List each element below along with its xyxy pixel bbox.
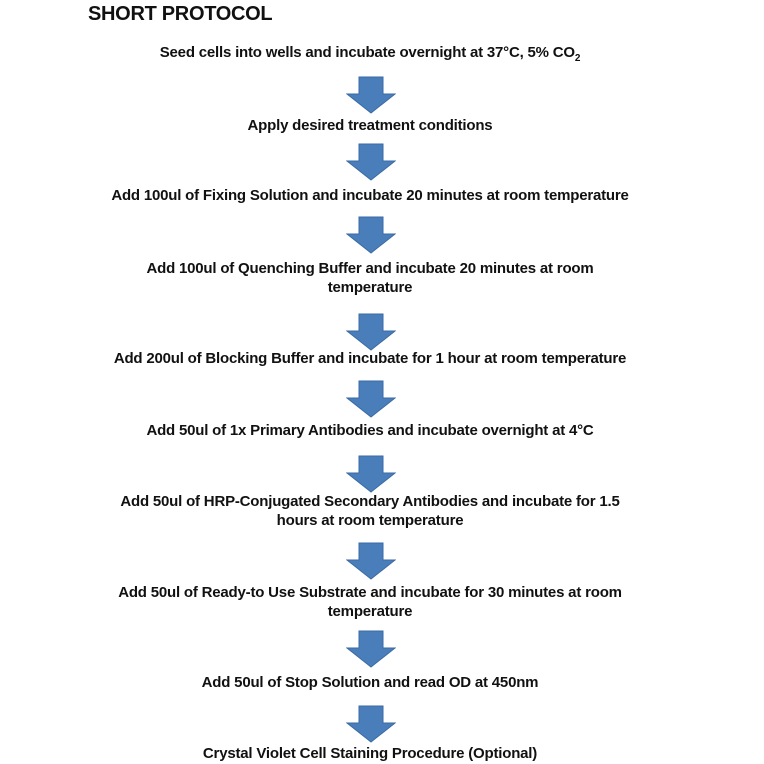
step-1-text: Seed cells into wells and incubate overn… [159,44,575,61]
step-2: Apply desired treatment conditions [0,116,740,135]
step-line: Add 50ul of Stop Solution and read OD at… [201,674,539,691]
step-5: Add 200ul of Blocking Buffer and incubat… [0,349,740,368]
step-line: temperature [327,603,413,620]
down-arrow-icon [346,143,396,181]
down-arrow-icon [346,542,396,580]
step-1: Seed cells into wells and incubate overn… [0,43,740,68]
step-line: Crystal Violet Cell Staining Procedure (… [202,745,538,762]
page-title: SHORT PROTOCOL [88,3,273,25]
step-9: Add 50ul of Stop Solution and read OD at… [0,673,740,692]
down-arrow-icon [346,216,396,254]
step-4: Add 100ul of Quenching Buffer and incuba… [0,259,740,297]
step-line: Add 50ul of 1x Primary Antibodies and in… [146,422,594,439]
step-line: Add 100ul of Quenching Buffer and incuba… [146,260,594,277]
down-arrow-icon [346,705,396,743]
down-arrow-icon [346,630,396,668]
step-7: Add 50ul of HRP-Conjugated Secondary Ant… [0,492,740,530]
step-line: Add 100ul of Fixing Solution and incubat… [111,187,629,204]
down-arrow-icon [346,313,396,351]
step-10: Crystal Violet Cell Staining Procedure (… [0,744,740,763]
step-line: hours at room temperature [276,512,464,529]
step-3: Add 100ul of Fixing Solution and incubat… [0,186,740,205]
step-8: Add 50ul of Ready-to Use Substrate and i… [0,583,740,621]
step-line: Add 50ul of HRP-Conjugated Secondary Ant… [120,493,620,510]
step-line: temperature [327,279,413,296]
down-arrow-icon [346,380,396,418]
down-arrow-icon [346,76,396,114]
step-line: Apply desired treatment conditions [247,117,493,134]
step-6: Add 50ul of 1x Primary Antibodies and in… [0,421,740,440]
step-line: Add 50ul of Ready-to Use Substrate and i… [118,584,622,601]
down-arrow-icon [346,455,396,493]
step-line: Add 200ul of Blocking Buffer and incubat… [113,350,627,367]
step-1-subscript: 2 [574,53,581,64]
